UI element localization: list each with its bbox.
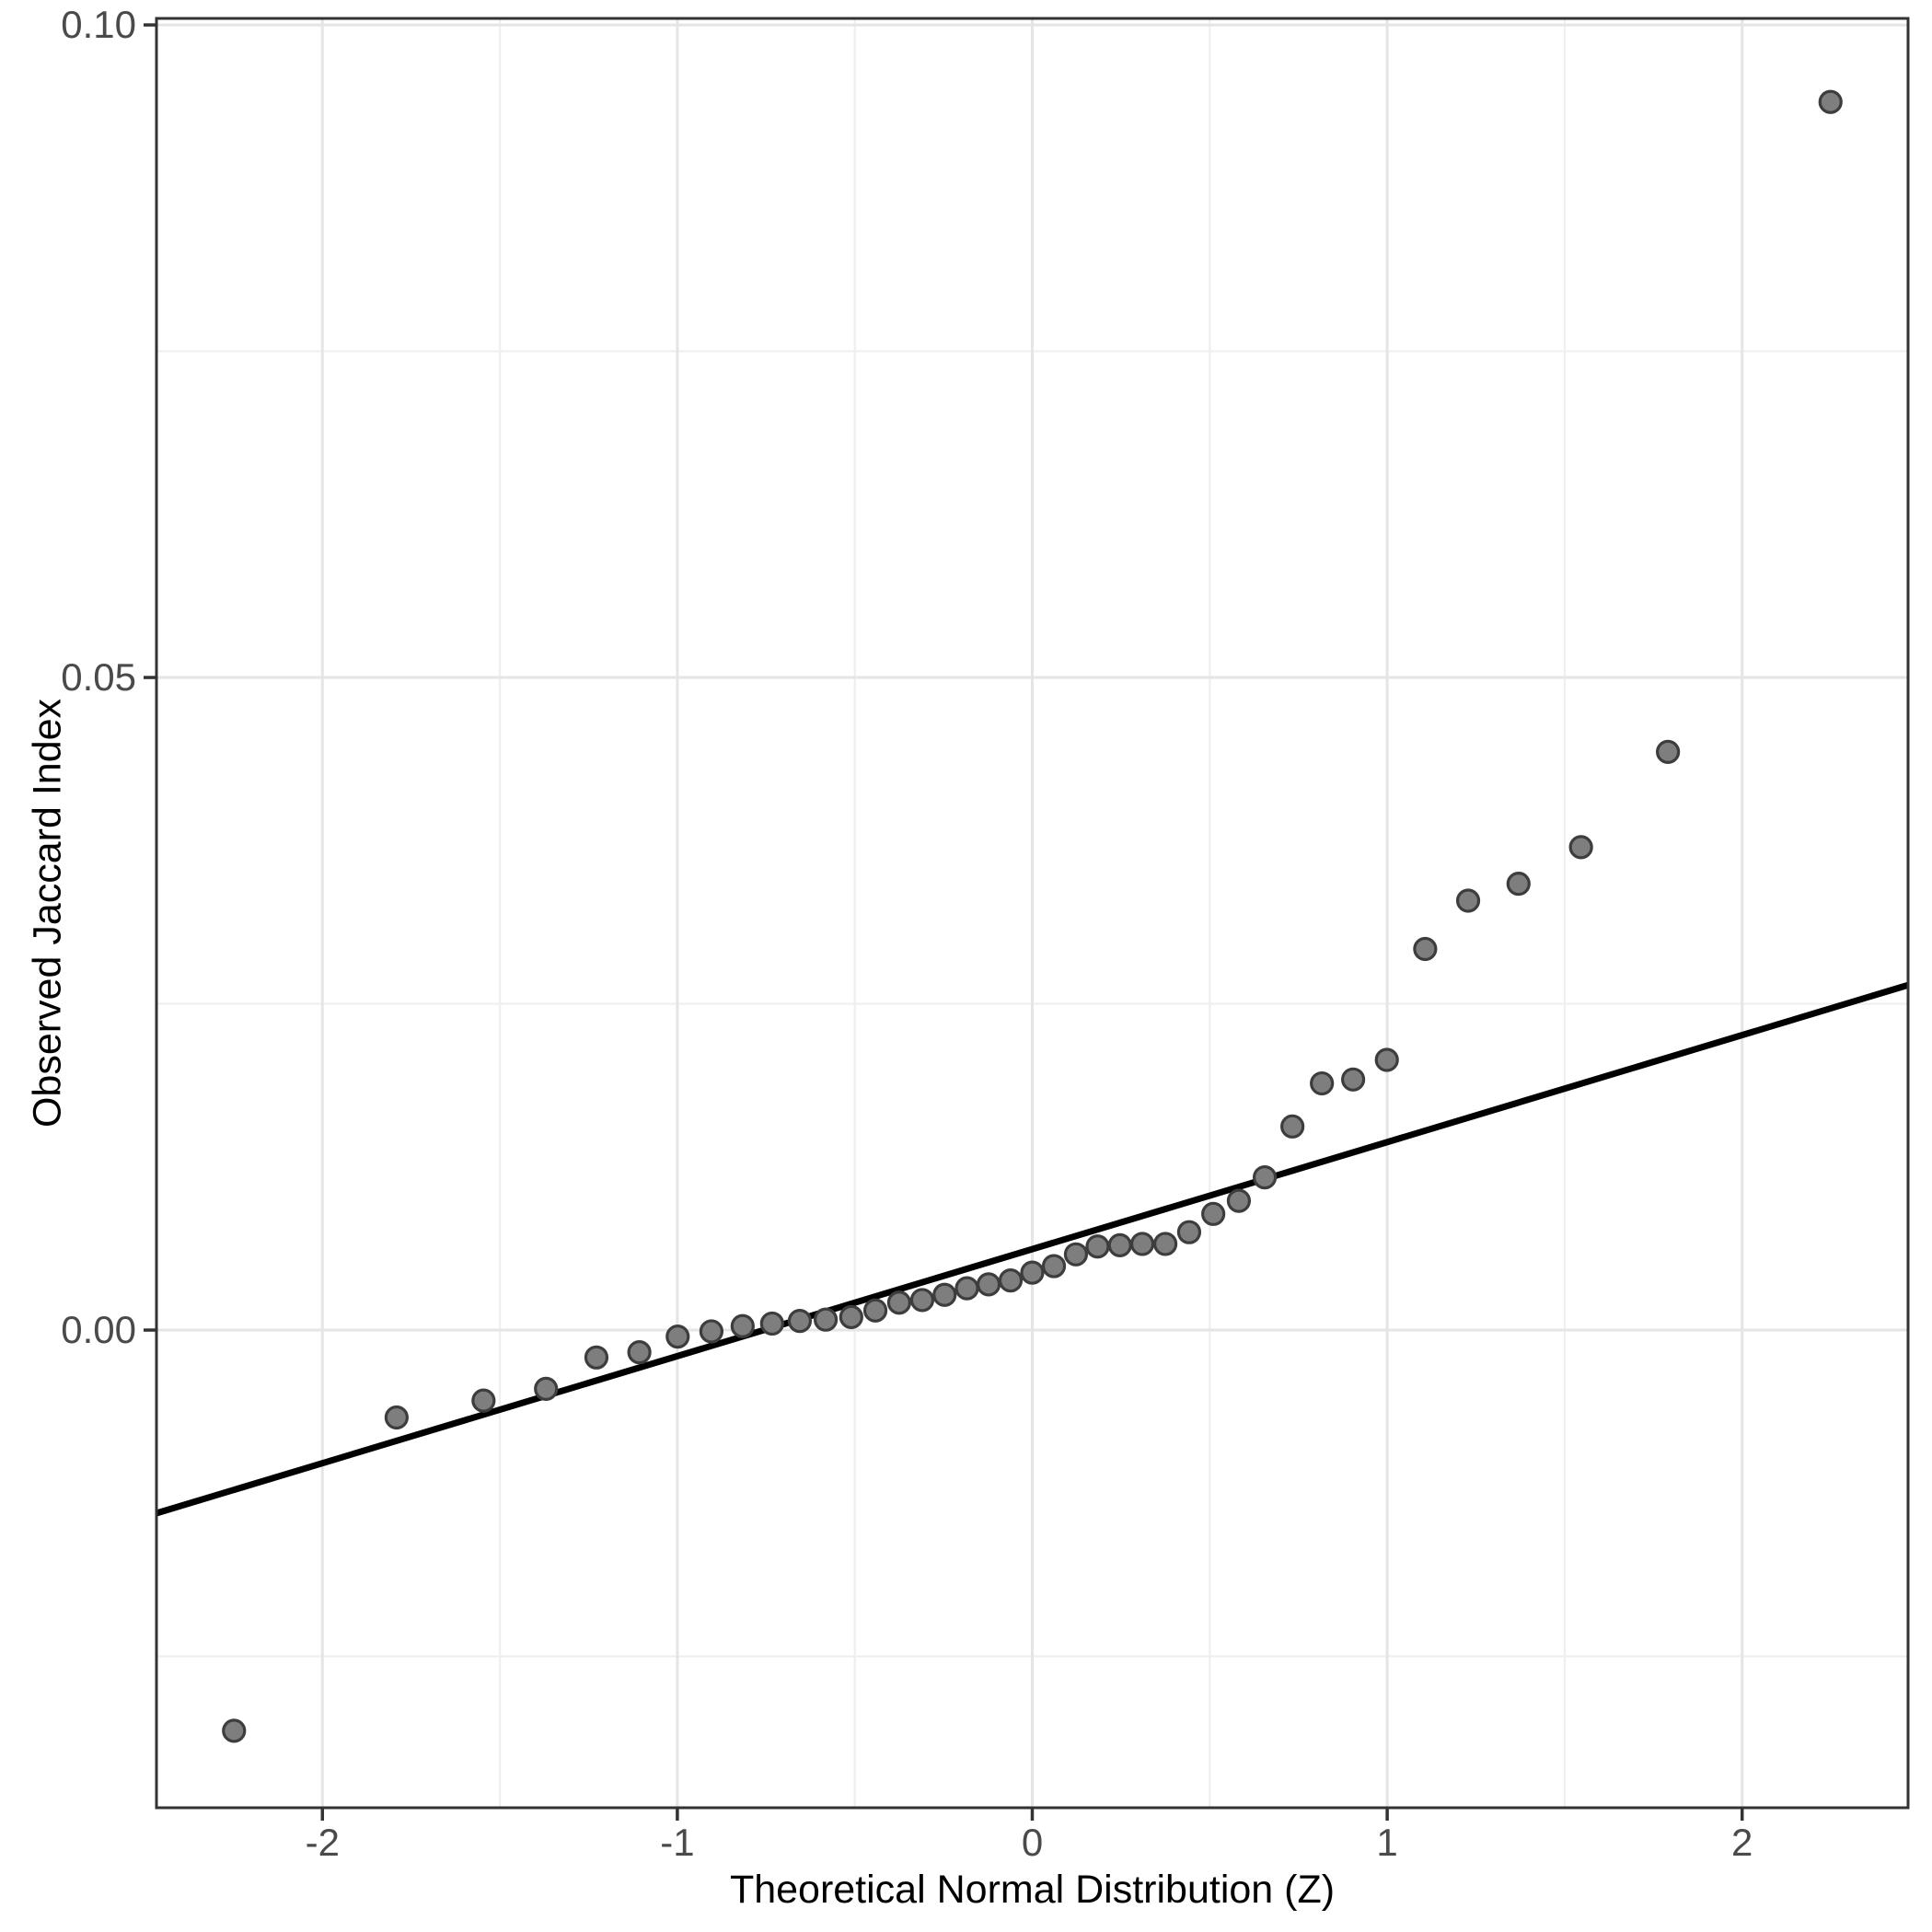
data-point: [954, 1276, 979, 1301]
data-point: [1153, 1232, 1178, 1256]
data-point: [1129, 1232, 1155, 1256]
data-point: [976, 1272, 1001, 1297]
data-point: [1340, 1067, 1366, 1092]
data-point: [1020, 1260, 1045, 1285]
data-point: [1506, 871, 1531, 897]
data-point: [1176, 1220, 1202, 1244]
data-point: [699, 1319, 724, 1344]
data-point: [1818, 89, 1843, 114]
data-point: [1413, 936, 1438, 962]
data-point: [813, 1307, 839, 1332]
data-point: [1063, 1242, 1089, 1267]
data-point: [1280, 1114, 1305, 1139]
qq-reference-line: [155, 981, 1910, 1517]
data-point: [627, 1340, 652, 1365]
x-tick-label: -2: [306, 1821, 340, 1864]
x-axis-title: Theoretical Normal Distribution (Z): [729, 1868, 1336, 1912]
data-point: [1374, 1047, 1399, 1072]
data-point: [730, 1313, 755, 1338]
data-point: [1568, 835, 1593, 860]
y-tick-label: 0.00: [61, 1308, 136, 1351]
data-point: [1455, 888, 1481, 913]
y-tick-label: 0.10: [61, 3, 136, 46]
x-tick-label: 1: [1376, 1821, 1397, 1864]
data-point: [1226, 1188, 1252, 1213]
data-point: [932, 1282, 957, 1307]
data-point: [665, 1325, 690, 1349]
data-point: [534, 1376, 559, 1401]
data-point: [1656, 739, 1681, 764]
x-tick-label: 0: [1022, 1821, 1043, 1864]
data-point: [886, 1290, 911, 1315]
x-tick-label: -1: [660, 1821, 694, 1864]
data-point: [471, 1388, 496, 1413]
data-point: [759, 1311, 784, 1336]
data-point: [222, 1718, 247, 1743]
data-point: [862, 1298, 888, 1323]
data-point: [1085, 1234, 1110, 1259]
y-tick-label: 0.05: [61, 655, 136, 699]
data-point: [1107, 1232, 1132, 1257]
data-point: [584, 1345, 609, 1370]
y-axis-title: Observed Jaccard Index: [25, 698, 70, 1128]
data-point: [1252, 1165, 1278, 1190]
data-point: [384, 1405, 409, 1430]
x-tick-label: 2: [1731, 1821, 1753, 1864]
data-point: [998, 1268, 1024, 1293]
data-point: [1310, 1070, 1335, 1096]
data-point: [839, 1304, 863, 1329]
data-point: [787, 1309, 813, 1334]
data-point: [1201, 1201, 1226, 1226]
data-point: [1041, 1254, 1067, 1278]
data-point: [909, 1288, 935, 1313]
